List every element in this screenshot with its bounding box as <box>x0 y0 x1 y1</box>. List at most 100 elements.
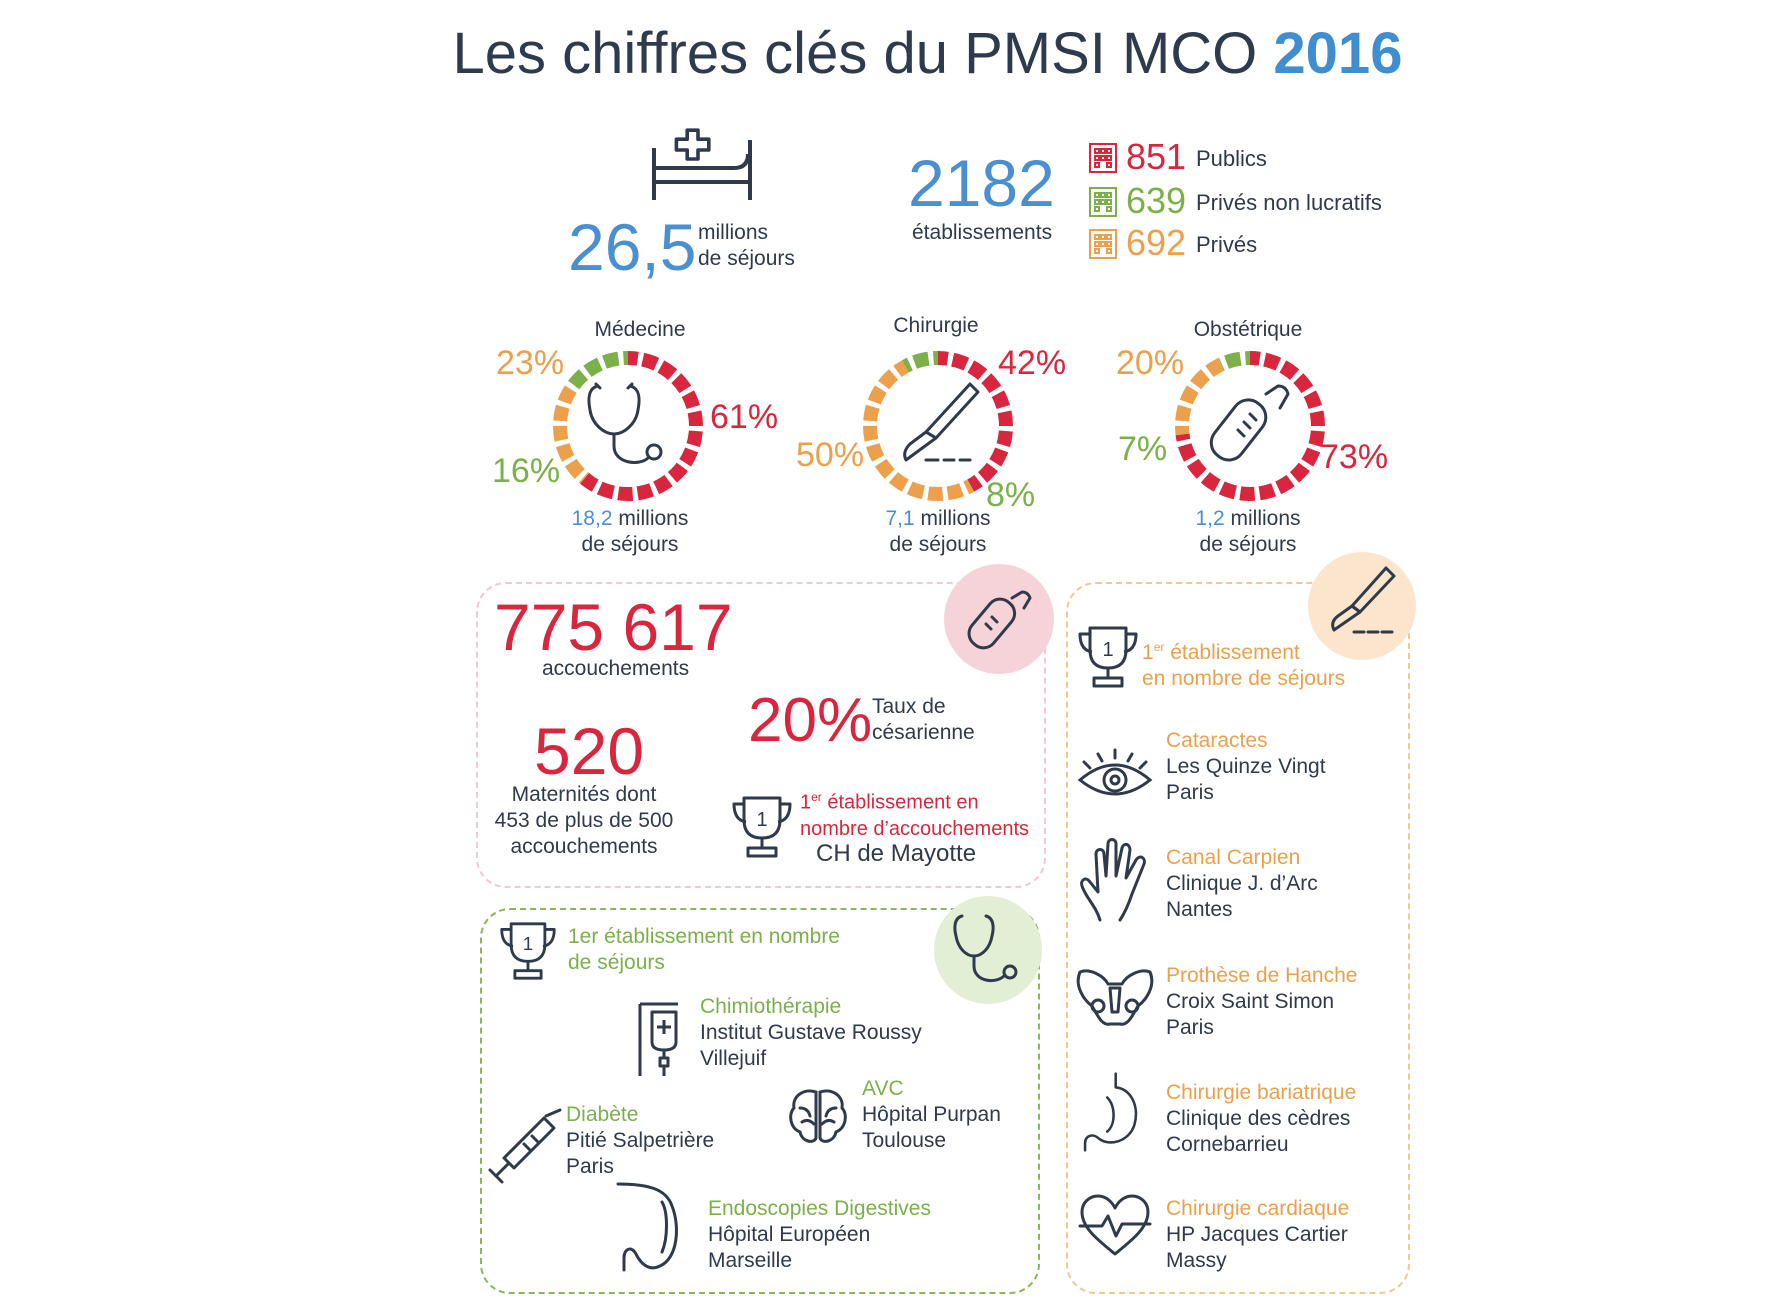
medecine-item-name: Hôpital Européen <box>708 1223 871 1246</box>
prives-non-lucratifs-value: 639 <box>1126 180 1187 221</box>
scalpel-icon <box>903 382 980 462</box>
chirurgie-item-title: Chirurgie bariatrique <box>1166 1081 1357 1104</box>
medecine-item-name: Institut Gustave Roussy <box>700 1021 922 1044</box>
chirurgie-millions: 7,1 <box>885 507 915 530</box>
trophy-icon: 1 <box>732 796 792 858</box>
maternites-line3: accouchements <box>510 835 658 858</box>
donut-segment-orange <box>553 351 703 501</box>
page-title: Les chiffres clés du PMSI MCO 2016 <box>0 20 1774 87</box>
medecine-sejours: 18,2 millions de séjours <box>540 506 720 558</box>
medecine-item: Endoscopies Digestives Hôpital Européen … <box>708 1196 931 1274</box>
donut-segment-green <box>1175 351 1325 501</box>
chirurgie-sejours: 7,1 millions de séjours <box>848 506 1028 558</box>
medecine-pct-green: 16% <box>492 452 561 490</box>
accouchements-value: 775 617 <box>494 590 733 664</box>
chirurgie-item: Chirurgie cardiaque HP Jacques Cartier M… <box>1166 1196 1349 1274</box>
obstetrique-pct-orange: 20% <box>1116 344 1185 382</box>
heart-pulse-icon <box>1078 1194 1152 1256</box>
medecine-pct-red: 61% <box>710 398 779 436</box>
medecine-donut <box>552 350 704 502</box>
donut-segment-green <box>553 351 703 501</box>
svg-text:1: 1 <box>1102 639 1113 661</box>
medecine-item: AVC Hôpital Purpan Toulouse <box>862 1076 1001 1154</box>
obstetrique-badge <box>944 564 1054 674</box>
medecine-item-title: Chimiothérapie <box>700 995 842 1018</box>
medecine-item-title: Diabète <box>566 1103 639 1126</box>
chirurgie-item-city: Massy <box>1166 1249 1227 1272</box>
trophy-icon: 1 <box>1078 626 1138 688</box>
obstetrique-millions: 1,2 <box>1195 507 1225 530</box>
chirurgie-first-line1: 1er établissement <box>1142 634 1345 666</box>
publics-label: Publics <box>1196 146 1267 171</box>
hospital-bed-icon <box>652 128 752 200</box>
sejours-value: 26,5 <box>568 210 697 284</box>
chirurgie-millions-line: 7,1 millions <box>848 506 1028 532</box>
medecine-pct-orange: 23% <box>496 344 565 382</box>
medecine-item-title: Endoscopies Digestives <box>708 1197 931 1220</box>
cesarienne-label-line1: Taux de <box>872 695 946 718</box>
etablissements-label: établissements <box>912 221 1053 244</box>
obstetrique-sejours: 1,2 millions de séjours <box>1158 506 1338 558</box>
medecine-item-title: AVC <box>862 1077 904 1100</box>
scalpel-icon <box>1331 566 1396 634</box>
medecine-item: Chimiothérapie Institut Gustave Roussy V… <box>700 994 922 1072</box>
donut-segment-orange <box>863 351 1013 501</box>
obstetrique-pct-red: 73% <box>1320 438 1389 476</box>
donut-segment-green <box>863 351 1013 501</box>
chirurgie-item-name: Clinique des cèdres <box>1166 1107 1351 1130</box>
cesarienne-label-line2: césarienne <box>872 721 975 744</box>
first-accouchements-label: 1er établissement en nombre d’accoucheme… <box>800 784 1029 842</box>
stethoscope-icon <box>953 914 1018 983</box>
maternites-line2: 453 de plus de 500 <box>494 809 674 832</box>
title-year: 2016 <box>1273 21 1403 86</box>
publics-value: 851 <box>1126 136 1187 177</box>
chirurgie-sejours-label: de séjours <box>889 533 987 556</box>
chirurgie-item: Prothèse de Hanche Croix Saint Simon Par… <box>1166 963 1357 1041</box>
obstetrique-millions-label: millions <box>1230 507 1301 530</box>
obstetrique-donut <box>1174 350 1326 502</box>
building-icon <box>1089 187 1117 217</box>
obstetrique-title: Obstétrique <box>1193 318 1303 341</box>
chirurgie-item-title: Prothèse de Hanche <box>1166 964 1358 987</box>
chirurgie-first-sup: er <box>1153 640 1165 654</box>
medecine-millions: 18,2 <box>571 507 613 530</box>
first-accouchements-line1: 1er établissement en <box>800 784 1029 816</box>
brain-icon <box>789 1089 847 1143</box>
stomach-icon <box>1083 1072 1138 1152</box>
maternites-label: Maternités dont 453 de plus de 500 accou… <box>476 782 692 860</box>
chirurgie-badge <box>1308 552 1416 660</box>
donut-gaps <box>1174 350 1326 502</box>
chirurgie-pct-red: 42% <box>998 344 1067 382</box>
donut-gaps <box>552 350 704 502</box>
medecine-item-city: Villejuif <box>700 1047 767 1070</box>
building-icon <box>1089 143 1117 173</box>
chirurgie-item-city: Paris <box>1166 1016 1214 1039</box>
first-accouchements-name: CH de Mayotte <box>816 840 977 867</box>
chirurgie-item-name: Les Quinze Vingt <box>1166 755 1326 778</box>
chirurgie-item-title: Canal Carpien <box>1166 846 1301 869</box>
chirurgie-item-city: Paris <box>1166 781 1214 804</box>
chirurgie-item-title: Cataractes <box>1166 729 1268 752</box>
obstetrique-box <box>476 582 1046 888</box>
chirurgie-millions-label: millions <box>920 507 991 530</box>
etablissements-value: 2182 <box>908 146 1055 220</box>
first-accouchements-line2: nombre d’accouchements <box>800 817 1030 840</box>
svg-text:1: 1 <box>523 933 533 954</box>
chirurgie-item-name: HP Jacques Cartier <box>1166 1223 1348 1246</box>
chirurgie-item-name: Clinique J. d’Arc <box>1166 872 1318 895</box>
prives-value: 692 <box>1126 222 1187 263</box>
maternites-line1: Maternités dont <box>511 783 657 806</box>
prives-label: Privés <box>1196 232 1258 257</box>
medecine-item-city: Toulouse <box>862 1129 947 1152</box>
chirurgie-first-label: 1er établissement en nombre de séjours <box>1142 634 1345 692</box>
medecine-box <box>480 908 1040 1294</box>
cesarienne-label: Taux de césarienne <box>872 694 975 746</box>
medecine-millions-label: millions <box>618 507 689 530</box>
medecine-first-line2: de séjours <box>568 951 665 974</box>
eye-icon <box>1077 748 1153 796</box>
chirurgie-item: Cataractes Les Quinze Vingt Paris <box>1166 728 1326 806</box>
medecine-item-name: Hôpital Purpan <box>862 1103 1001 1126</box>
baby-bottle-icon <box>967 590 1032 650</box>
chirurgie-donut <box>862 350 1014 502</box>
chirurgie-item-name: Croix Saint Simon <box>1166 990 1335 1013</box>
